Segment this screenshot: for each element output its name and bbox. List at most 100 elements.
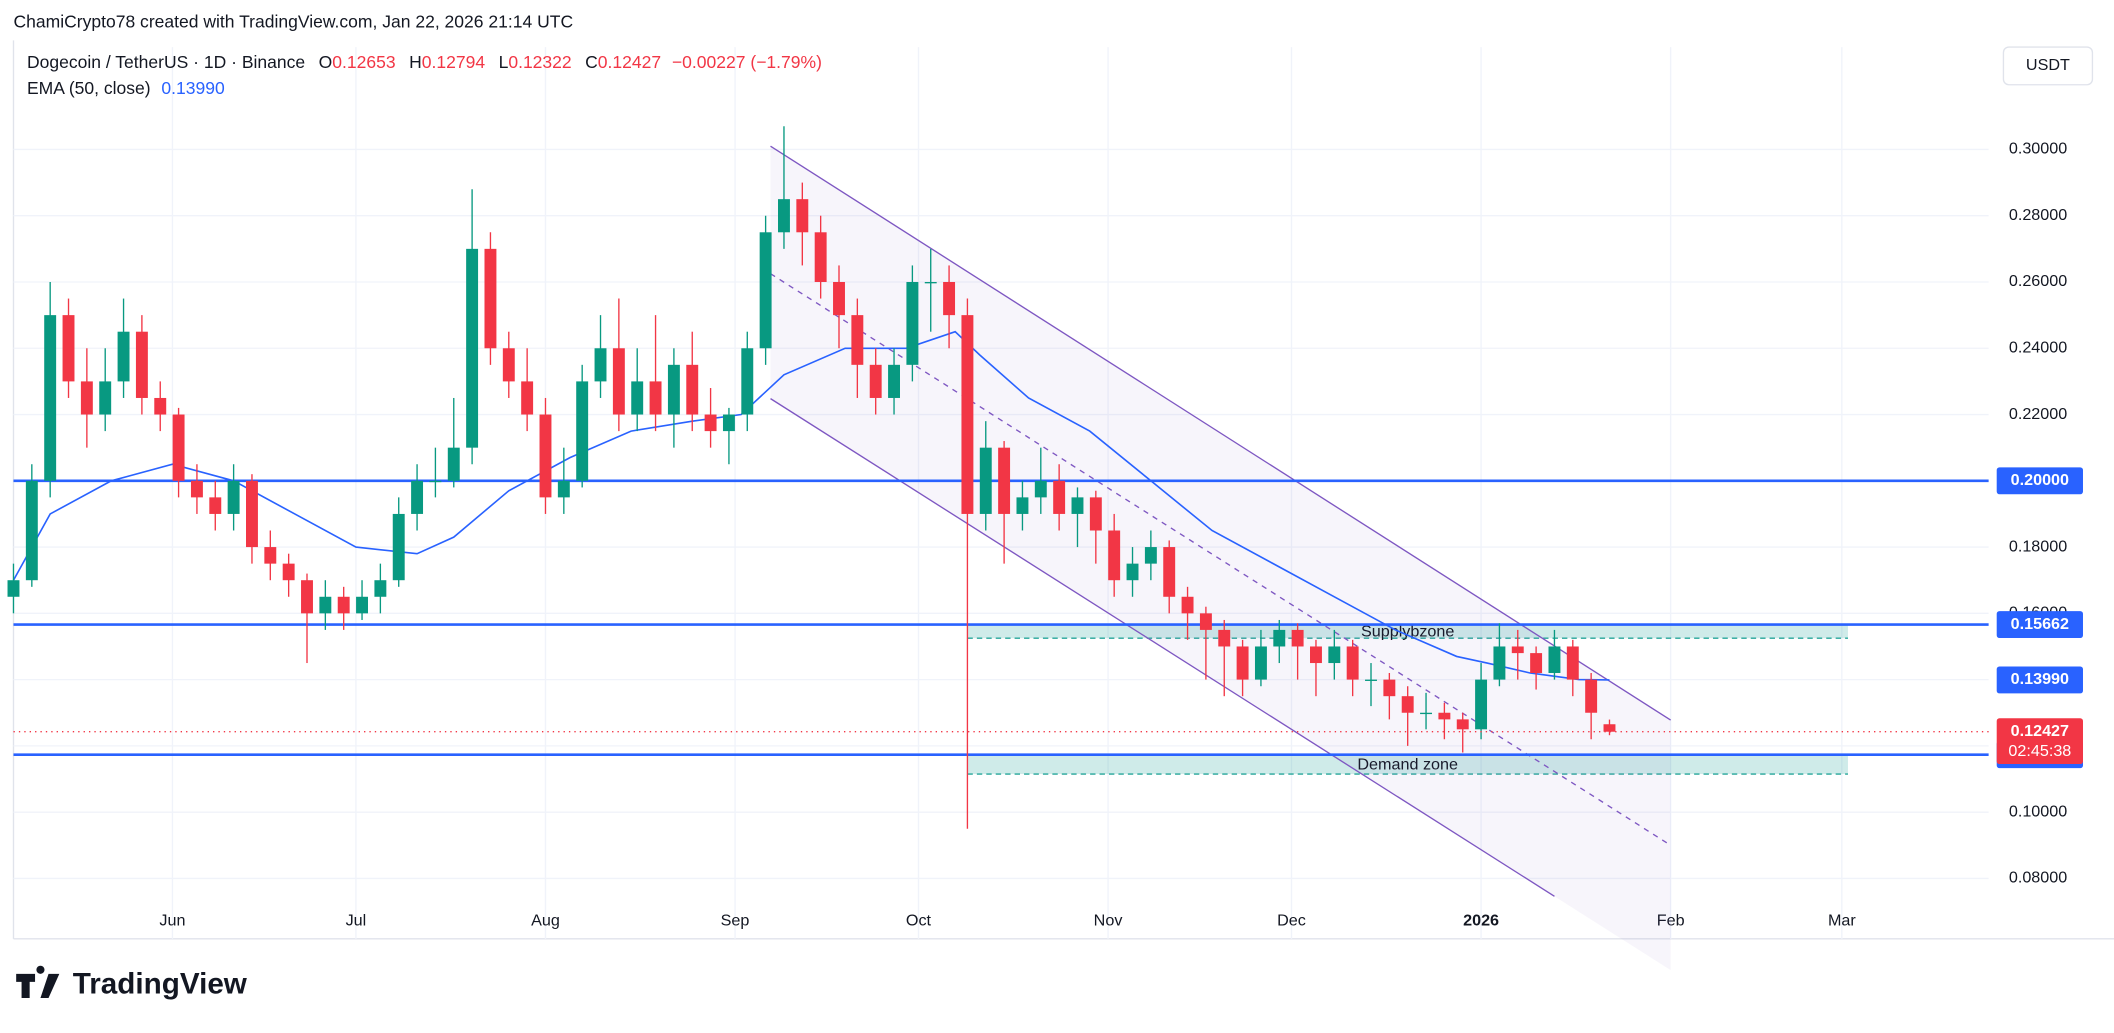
- candle-body: [649, 381, 662, 415]
- legend: Dogecoin / TetherUS · 1D · Binance O0.126…: [27, 52, 822, 72]
- candle-body: [888, 364, 900, 398]
- candle-body: [924, 281, 937, 284]
- candle-body: [631, 381, 644, 415]
- currency-button-box[interactable]: [2002, 46, 2094, 86]
- candle-body: [1034, 480, 1047, 498]
- x-tick-label: Sep: [721, 912, 750, 930]
- candle-body: [411, 480, 424, 514]
- x-tick-label: Jun: [159, 912, 185, 930]
- candle-body: [521, 381, 534, 415]
- candle-body: [1291, 629, 1304, 647]
- candle-body: [484, 248, 497, 349]
- candle-body: [869, 364, 882, 398]
- level-tag-bg: [1996, 467, 2083, 495]
- candle-body: [1438, 712, 1451, 720]
- y-tick-label: 0.26000: [2009, 272, 2067, 290]
- candle-body: [1383, 679, 1396, 697]
- candle-body: [796, 199, 809, 233]
- candle-body: [447, 447, 460, 481]
- legend-item: 0.12794: [422, 52, 486, 72]
- zone-label: Demand zone: [1357, 755, 1458, 773]
- candle-body: [209, 497, 222, 514]
- price-tag: 0.12427: [2011, 722, 2069, 740]
- candle-body: [1456, 719, 1469, 730]
- legend-item: Dogecoin / TetherUS · 1D · Binance: [27, 52, 305, 72]
- legend-item: C: [585, 52, 598, 72]
- legend-item: 0.12427: [598, 52, 661, 72]
- y-tick-label: 0.30000: [2009, 140, 2067, 158]
- candle-body: [612, 348, 625, 415]
- x-tick-label: Dec: [1277, 912, 1306, 930]
- candle-body: [1126, 563, 1139, 581]
- candle-body: [1053, 480, 1066, 514]
- candle-body: [429, 480, 442, 483]
- x-tick-label: Jul: [346, 912, 367, 930]
- candle-body: [1254, 646, 1267, 680]
- x-tick-label: Mar: [1828, 912, 1856, 930]
- candle-body: [1071, 497, 1084, 514]
- candle-body: [1603, 724, 1616, 732]
- candle-body: [814, 232, 827, 282]
- candle-body: [301, 580, 313, 614]
- candle-body: [1511, 646, 1524, 654]
- candle-body: [1566, 646, 1579, 680]
- y-tick-label: 0.24000: [2009, 339, 2067, 357]
- legend-item: −0.00227 (−1.79%): [672, 52, 822, 72]
- attribution: ChamiCrypto78 created with TradingView.c…: [13, 12, 573, 32]
- candle-body: [1163, 547, 1176, 597]
- candle-body: [374, 580, 387, 597]
- ema-tag-bg: [1996, 666, 2083, 694]
- channel-line: [770, 273, 1671, 846]
- ema-value: 0.13990: [161, 77, 225, 97]
- candle-body: [704, 414, 717, 432]
- candle-body: [25, 480, 38, 581]
- brand-logo: [16, 965, 60, 999]
- candle-body: [1144, 547, 1157, 564]
- candle-body: [741, 348, 754, 415]
- candle-body: [851, 315, 864, 365]
- x-tick-label: Oct: [906, 912, 932, 930]
- candle-body: [337, 596, 350, 614]
- zone: [967, 754, 1848, 775]
- candle-body: [1585, 679, 1598, 713]
- x-tick-label: Feb: [1657, 912, 1685, 930]
- candle-body: [557, 480, 570, 498]
- candle-body: [1108, 530, 1121, 581]
- candle-body: [7, 580, 20, 597]
- candle-body: [62, 315, 75, 382]
- candle-body: [172, 414, 185, 481]
- y-tick-label: 0.10000: [2009, 802, 2067, 820]
- candle-body: [594, 348, 607, 382]
- legend-item: 0.12322: [508, 52, 571, 72]
- candle-body: [1346, 646, 1359, 680]
- candle-body: [1420, 712, 1433, 715]
- candle-body: [319, 596, 332, 614]
- brand: TradingView: [73, 968, 248, 1001]
- candle-body: [979, 447, 992, 514]
- candle-body: [539, 414, 552, 498]
- candle-body: [154, 397, 167, 415]
- candle-body: [1310, 646, 1322, 664]
- currency-button[interactable]: USDT: [2026, 56, 2070, 74]
- candle-body: [1273, 629, 1286, 647]
- y-tick-label: 0.28000: [2009, 206, 2067, 224]
- candle-body: [998, 447, 1011, 514]
- candle-body: [1328, 646, 1341, 664]
- level-tag: 0.15662: [2011, 615, 2069, 633]
- candle-body: [833, 281, 845, 316]
- legend-item: H: [409, 52, 422, 72]
- candle-body: [576, 381, 589, 481]
- candle-body: [1401, 696, 1414, 713]
- legend-item: L: [499, 52, 509, 72]
- candle-body: [1475, 679, 1488, 730]
- x-tick-label: Nov: [1094, 912, 1124, 930]
- candle-body: [135, 331, 148, 398]
- candle-body: [943, 281, 956, 316]
- zone-label: Supplybzone: [1361, 622, 1454, 640]
- candle-body: [1493, 646, 1506, 680]
- y-tick-label: 0.18000: [2009, 537, 2067, 555]
- y-tick-label: 0.08000: [2009, 869, 2067, 887]
